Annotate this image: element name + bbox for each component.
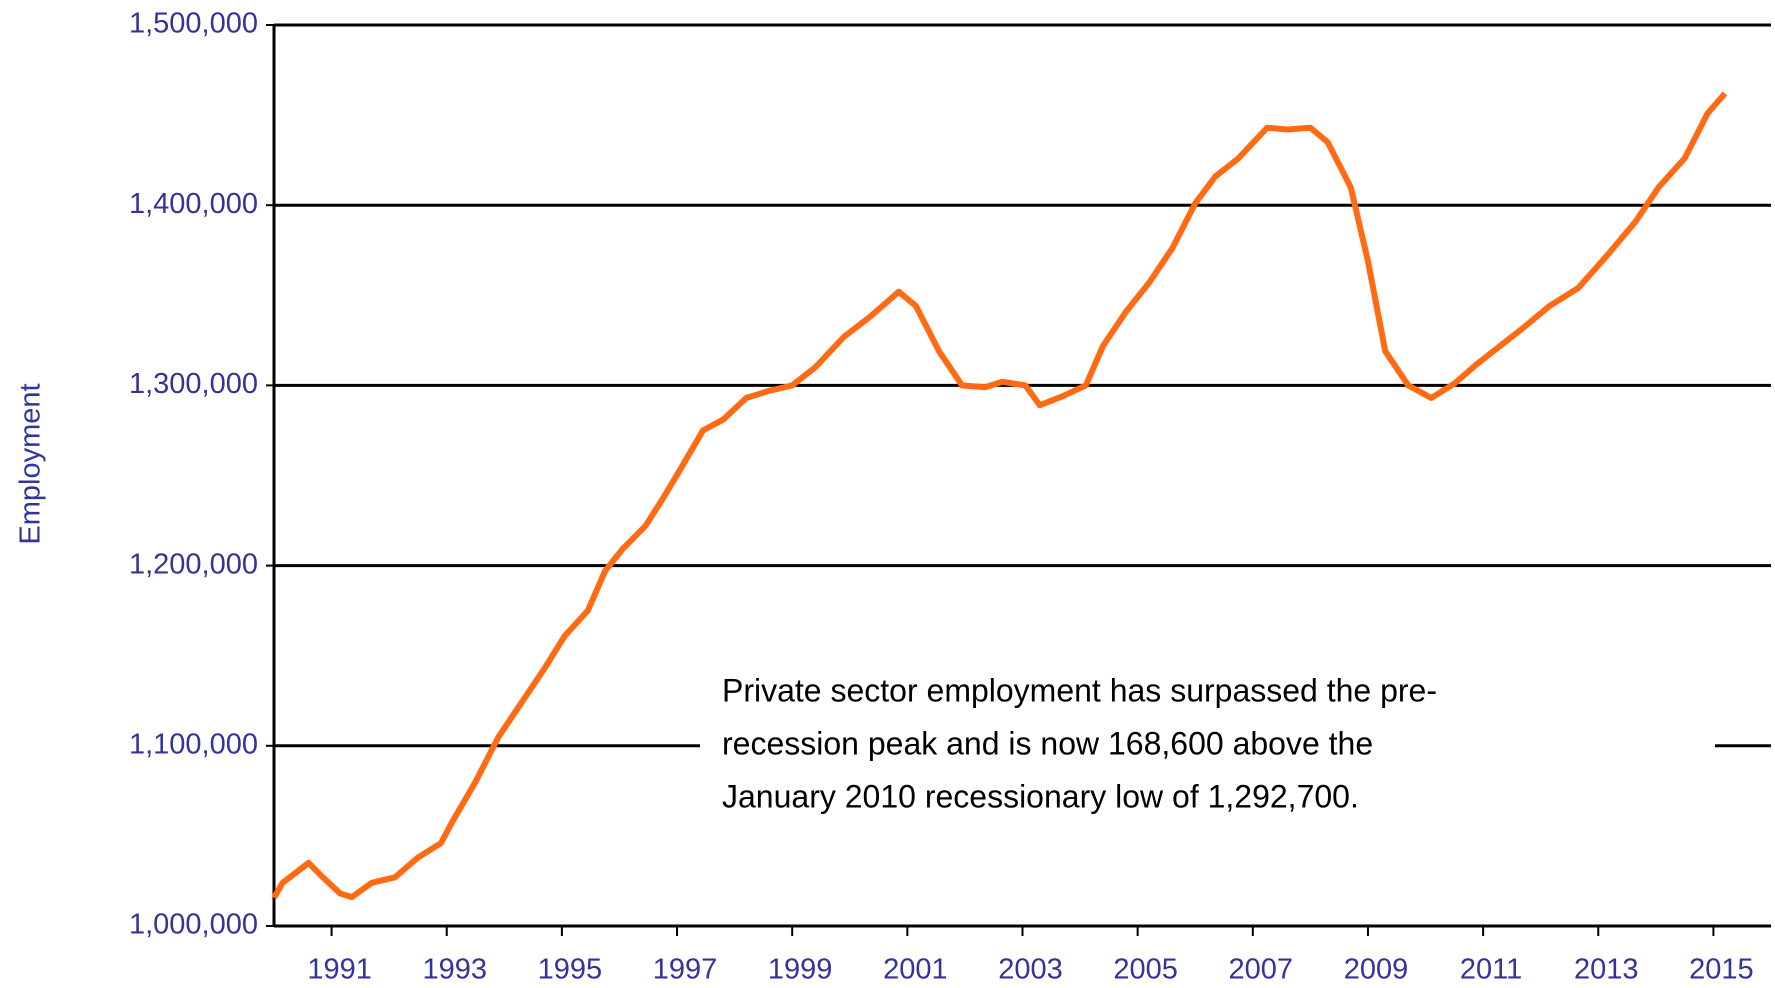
annotation: recession peak and is now 168,600 above … [722,725,1373,761]
annotation: Private sector employment has surpassed … [722,672,1437,708]
x-tick-label: 2011 [1460,954,1522,986]
x-tick-label: 2009 [1344,954,1409,986]
annotation: January 2010 recessionary low of 1,292,7… [722,778,1359,814]
y-tick-label: 1,400,000 [129,188,258,220]
y-axis-label: Employment [15,383,47,544]
y-tick-label: 1,000,000 [129,909,258,941]
x-tick-label: 2007 [1229,954,1294,986]
y-tick-label: 1,500,000 [129,8,258,40]
x-tick-label: 1991 [307,954,372,986]
y-tick-label: 1,300,000 [129,368,258,400]
line-series [271,91,1728,901]
x-tick-label: 1995 [538,954,603,986]
x-tick-label: 2001 [883,954,948,986]
x-tick-label: 2015 [1689,954,1754,986]
x-tick-label: 1999 [768,954,833,986]
y-tick-label: 1,200,000 [129,548,258,580]
y-tick-label: 1,100,000 [129,728,258,760]
x-tick-label: 2013 [1574,954,1639,986]
x-tick-label: 2003 [998,954,1063,986]
x-tick-label: 1993 [422,954,487,986]
x-tick-label: 1997 [653,954,718,986]
x-tick-label: 2005 [1113,954,1178,986]
annotation-box [700,665,1715,830]
